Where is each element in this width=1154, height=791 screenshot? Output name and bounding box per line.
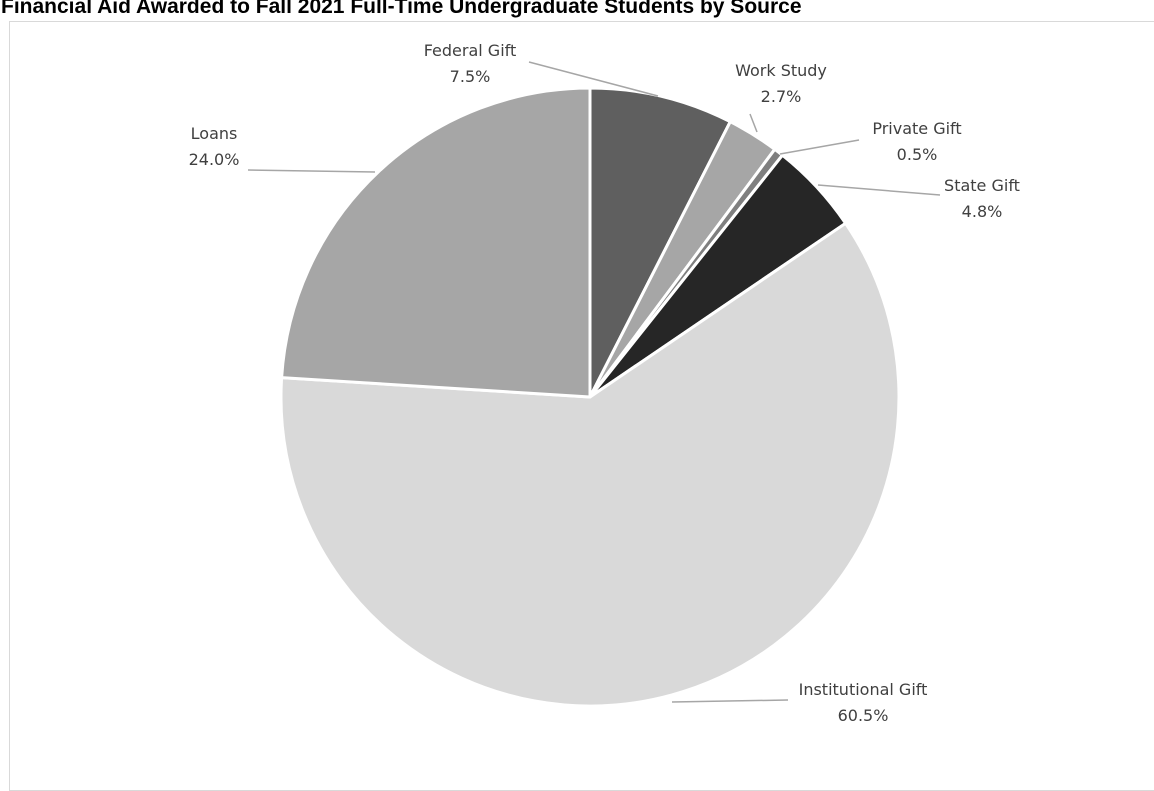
data-label-name-loans: Loans [191, 124, 238, 143]
data-label-name-federal-gift: Federal Gift [424, 41, 517, 60]
data-label-name-state-gift: State Gift [944, 176, 1020, 195]
chart-title: Financial Aid Awarded to Fall 2021 Full-… [1, 0, 802, 18]
data-label-name-private-gift: Private Gift [872, 119, 961, 138]
data-label-value-federal-gift: 7.5% [450, 67, 491, 86]
data-label-value-private-gift: 0.5% [897, 145, 938, 164]
data-label-value-institutional-gift: 60.5% [838, 706, 889, 725]
pie-slices [279, 86, 901, 708]
leader-line-private-gift [779, 139, 860, 155]
data-label-value-work-study: 2.7% [761, 87, 802, 106]
leader-line-state-gift [817, 184, 941, 196]
data-labels: Federal Gift 7.5% Work Study 2.7% Private Gi… [189, 41, 1020, 725]
leader-line-loans [247, 169, 376, 173]
pie-slice-federal-gift [588, 86, 732, 399]
data-label-name-institutional-gift: Institutional Gift [799, 680, 928, 699]
data-label-value-state-gift: 4.8% [962, 202, 1003, 221]
pie-slice-institutional-gift [279, 221, 901, 708]
pie-slice-loans [280, 86, 592, 399]
leader-line-work-study [749, 113, 758, 133]
data-label-name-work-study: Work Study [735, 61, 827, 80]
data-label-value-loans: 24.0% [189, 150, 240, 169]
leader-line-institutional-gift [671, 699, 789, 703]
leader-line-federal-gift [528, 61, 659, 97]
